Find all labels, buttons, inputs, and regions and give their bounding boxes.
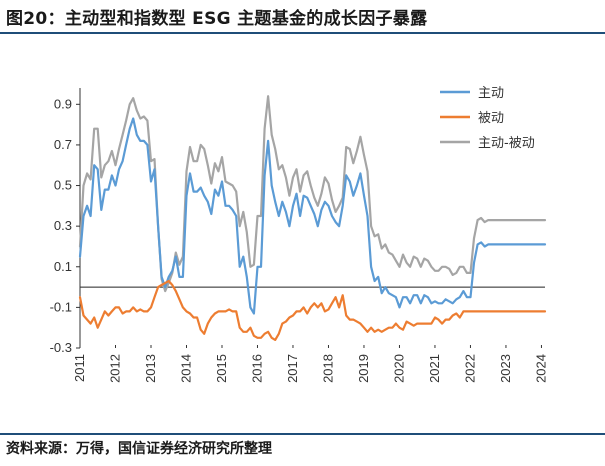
x-tick-label: 2012 [107,354,122,383]
x-tick-label: 2013 [143,354,158,383]
x-tick-label: 2018 [320,354,335,383]
x-tick-label: 2020 [391,354,406,383]
y-tick-label: 0.9 [54,96,72,111]
x-tick-label: 2021 [427,354,442,383]
series-line-1 [78,279,547,341]
legend-label: 主动 [478,86,504,101]
legend-label: 被动 [478,111,504,126]
y-axis: 0.9 0.7 0.5 0.3 0.1 -0.1 -0.3 [50,96,80,355]
y-tick-label: 0.3 [54,218,72,233]
y-tick-label: 0.7 [54,137,72,152]
x-tick-label: 2014 [178,354,193,383]
y-tick-label: 0.5 [54,178,72,193]
y-tick-label: -0.1 [50,299,72,314]
page-title: 图20：主动型和指数型 ESG 主题基金的成长因子暴露 [6,9,428,29]
y-tick-label: -0.3 [50,340,72,355]
x-tick-label: 2019 [356,354,371,383]
legend-label: 主动-被动 [478,136,535,151]
x-tick-label: 2015 [214,354,229,383]
x-tick-label: 2011 [72,354,87,382]
x-tick-label: 2023 [498,354,513,383]
x-axis: 2011 2012 2013 2014 2015 2016 2017 2018 2019 2020… [72,345,548,383]
x-tick-label: 2016 [249,354,264,383]
title-rule [0,32,605,34]
x-tick-label: 2017 [285,354,300,383]
x-tick-label: 2024 [533,354,548,383]
source-rule [0,433,605,435]
x-tick-label: 2022 [462,354,477,383]
source-note: 资料来源：万得，国信证券经济研究所整理 [6,441,272,457]
series-line-0 [78,117,547,315]
series-layer [78,95,547,341]
y-tick-label: 0.1 [54,259,72,274]
